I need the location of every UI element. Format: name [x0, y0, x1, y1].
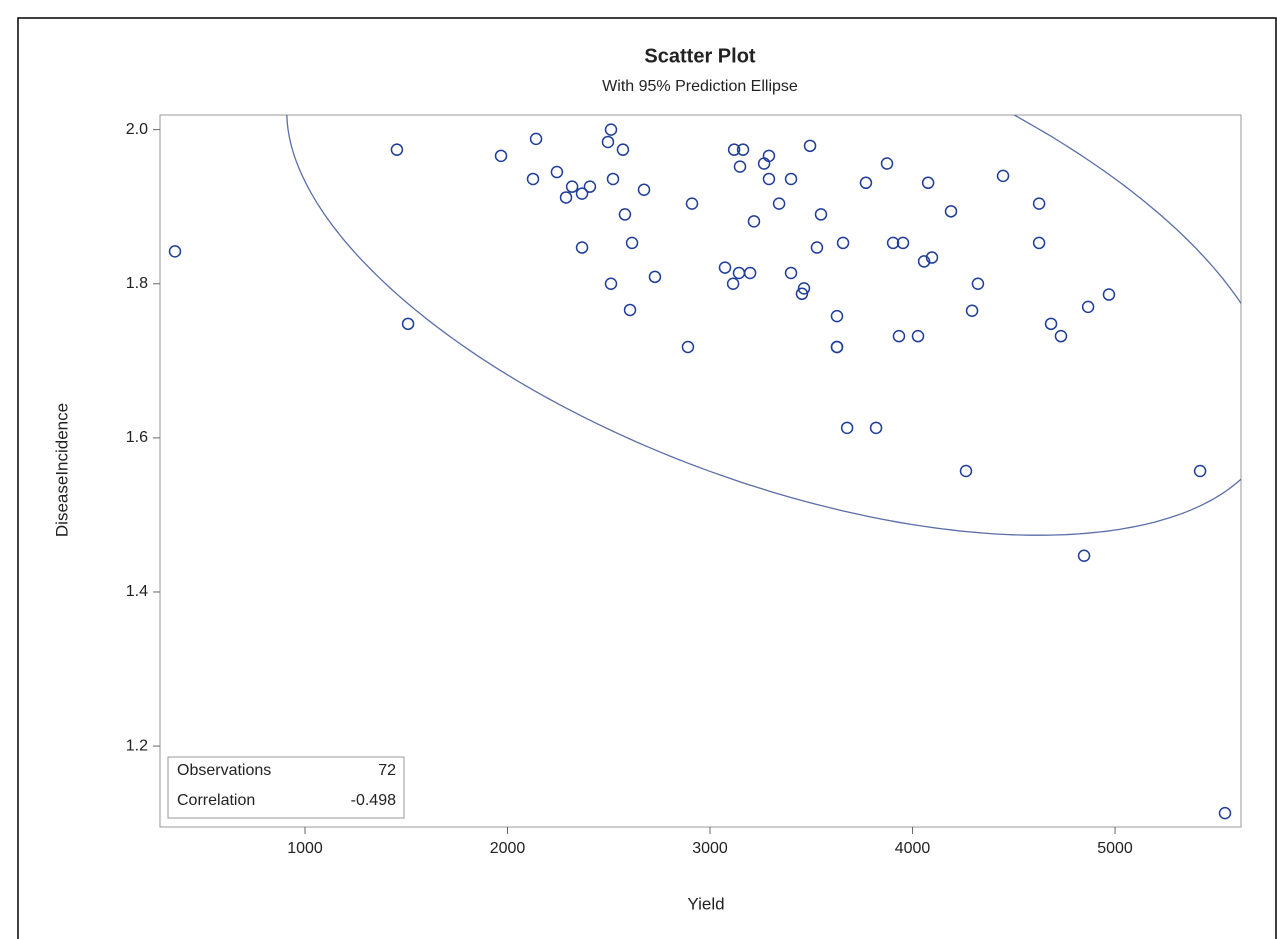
point [732, 266, 746, 280]
point [526, 172, 540, 186]
x-axis-label: Yield [687, 894, 724, 913]
point [618, 208, 632, 221]
point [795, 287, 809, 301]
point [886, 236, 900, 250]
point [637, 183, 651, 196]
stat-label: Observations [177, 762, 271, 779]
point [921, 176, 935, 190]
point [762, 149, 776, 163]
point [836, 236, 850, 250]
point [604, 123, 618, 136]
point [1193, 464, 1207, 478]
chart-subtitle: With 95% Prediction Ellipse [602, 78, 798, 95]
point [681, 340, 695, 354]
point [718, 261, 732, 274]
x-tick-label: 4000 [895, 840, 931, 857]
point [736, 143, 750, 156]
point [747, 215, 761, 228]
x-tick-label: 1000 [287, 840, 323, 857]
y-tick-label: 1.2 [126, 737, 148, 754]
point [625, 236, 639, 250]
point [1218, 806, 1232, 820]
point [944, 205, 958, 218]
y-tick-label: 1.4 [126, 583, 148, 600]
point [648, 270, 662, 284]
point [559, 191, 573, 204]
x-tick-label: 3000 [692, 840, 728, 857]
y-tick-label: 1.8 [126, 275, 148, 292]
point [575, 241, 589, 254]
point [733, 160, 747, 173]
point [1054, 329, 1068, 343]
point [550, 165, 564, 179]
point [685, 197, 699, 210]
point [1102, 288, 1116, 301]
point [1032, 197, 1046, 210]
point [965, 304, 979, 317]
point [911, 329, 925, 343]
point [917, 255, 931, 268]
stat-value: 72 [378, 762, 396, 779]
point [880, 157, 894, 170]
stats-box [167, 756, 405, 819]
point [869, 421, 883, 435]
point [840, 421, 854, 435]
point [1081, 300, 1095, 314]
point [959, 464, 973, 478]
point [726, 277, 740, 291]
point [168, 245, 182, 258]
point [401, 317, 415, 331]
x-tick-label: 2000 [490, 840, 526, 857]
point [743, 266, 757, 280]
point [896, 236, 910, 250]
point [494, 149, 508, 163]
frame [17, 17, 1277, 939]
point [583, 180, 597, 193]
prediction-ellipse [286, 115, 1241, 536]
point [830, 340, 844, 354]
point [925, 251, 939, 264]
point [1032, 236, 1046, 250]
y-axis-label: DiseaseIncidence [52, 403, 71, 537]
y-tick-label: 1.6 [126, 429, 148, 446]
point [623, 303, 637, 317]
chart-title: Scatter Plot [644, 45, 755, 67]
point [971, 277, 985, 291]
point [529, 132, 543, 146]
point [390, 143, 404, 156]
point [565, 180, 579, 193]
point [859, 176, 873, 190]
point [604, 277, 618, 291]
stat-value: -0.498 [351, 792, 396, 809]
point [784, 172, 798, 186]
point [606, 172, 620, 186]
plot-area [159, 114, 1242, 828]
point [601, 135, 615, 149]
point [575, 187, 589, 200]
point [772, 197, 786, 210]
point [727, 143, 741, 156]
point [810, 241, 824, 254]
point [616, 143, 630, 156]
point [814, 208, 828, 221]
point [797, 282, 811, 295]
point [830, 309, 844, 323]
point [803, 139, 817, 153]
x-tick-label: 5000 [1097, 840, 1133, 857]
point [1077, 549, 1091, 563]
point [762, 172, 776, 186]
point [1044, 317, 1058, 331]
point [784, 266, 798, 280]
point [892, 329, 906, 343]
y-tick-label: 2.0 [126, 121, 148, 138]
point [996, 169, 1010, 183]
stat-label: Correlation [177, 792, 255, 809]
